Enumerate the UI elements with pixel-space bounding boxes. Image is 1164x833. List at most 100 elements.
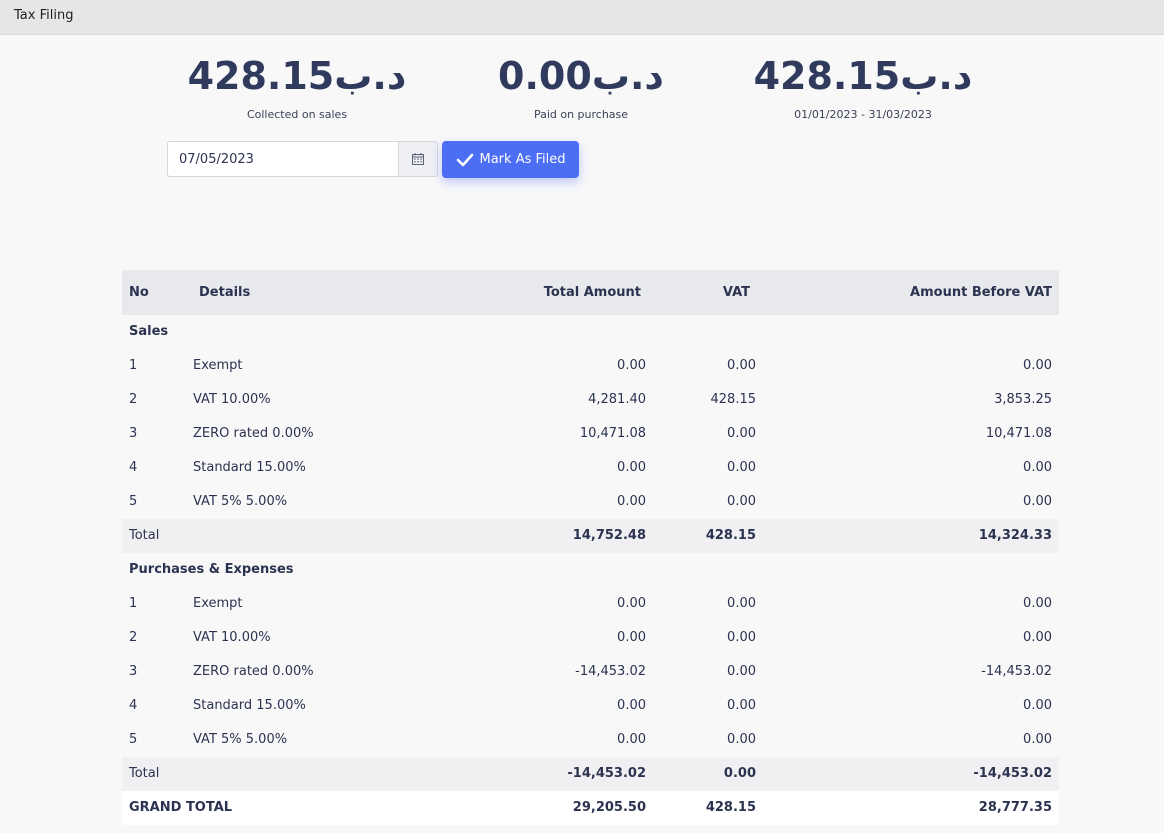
row-before-vat: 0.00 [1023, 494, 1052, 509]
row-no: 5 [129, 732, 138, 747]
mark-as-filed-button[interactable]: Mark As Filed [442, 141, 579, 178]
total-label: Total [129, 766, 160, 781]
row-vat: 0.00 [727, 698, 756, 713]
table-header: No Details Total Amount VAT Amount Befor… [122, 270, 1059, 315]
row-no: 3 [129, 664, 138, 679]
row-before-vat: 0.00 [1023, 358, 1052, 373]
row-total: 4,281.40 [588, 392, 646, 407]
total-vat: 428.15 [705, 528, 756, 543]
grand-total-vat: 428.15 [705, 800, 756, 815]
section-title: Sales [129, 324, 169, 339]
row-vat: 0.00 [727, 358, 756, 373]
collected-caption: Collected on sales [246, 108, 348, 121]
collected-summary: د.ب428.15 Collected on sales [167, 52, 427, 121]
row-no: 5 [129, 494, 138, 509]
header-details: Details [199, 285, 251, 300]
row-vat: 0.00 [727, 494, 756, 509]
row-total: 0.00 [617, 494, 646, 509]
total-before-vat: 14,324.33 [978, 528, 1052, 543]
row-details: ZERO rated 0.00% [193, 426, 314, 441]
row-before-vat: 0.00 [1023, 630, 1052, 645]
row-details: VAT 10.00% [193, 392, 271, 407]
table-row: 2 VAT 10.00% 4,281.40 428.15 3,853.25 [122, 383, 1059, 417]
table-row: 3 ZERO rated 0.00% -14,453.02 0.00 -14,4… [122, 655, 1059, 689]
row-details: ZERO rated 0.00% [193, 664, 314, 679]
row-vat: 0.00 [727, 732, 756, 747]
net-amount: د.ب428.15 [753, 54, 973, 98]
row-total: 0.00 [617, 358, 646, 373]
sales-total-row: Total 14,752.48 428.15 14,324.33 [122, 519, 1059, 553]
row-vat: 428.15 [710, 392, 757, 407]
row-no: 4 [129, 460, 138, 475]
row-vat: 0.00 [727, 596, 756, 611]
tax-table: No Details Total Amount VAT Amount Befor… [122, 270, 1059, 825]
period-caption: 01/01/2023 - 31/03/2023 [794, 108, 932, 121]
section-title: Purchases & Expenses [129, 562, 294, 577]
row-details: VAT 10.00% [193, 630, 271, 645]
paid-caption: Paid on purchase [533, 108, 629, 121]
row-details: VAT 5% 5.00% [193, 732, 288, 747]
row-total: 0.00 [617, 732, 646, 747]
row-total: 10,471.08 [579, 426, 646, 441]
total-before-vat: -14,453.02 [973, 766, 1052, 781]
row-before-vat: 0.00 [1023, 732, 1052, 747]
collected-amount: د.ب428.15 [187, 54, 407, 98]
row-before-vat: 3,853.25 [994, 392, 1052, 407]
paid-amount: د.ب0.00 [498, 54, 664, 98]
header-amount-before-vat: Amount Before VAT [910, 285, 1052, 300]
row-total: 0.00 [617, 630, 646, 645]
net-summary: د.ب428.15 01/01/2023 - 31/03/2023 [733, 52, 993, 121]
table-row: 3 ZERO rated 0.00% 10,471.08 0.00 10,471… [122, 417, 1059, 451]
check-icon [456, 153, 473, 166]
header-no: No [129, 285, 149, 300]
row-before-vat: -14,453.02 [981, 664, 1052, 679]
row-before-vat: 0.00 [1023, 596, 1052, 611]
grand-total-before-vat: 28,777.35 [978, 800, 1052, 815]
grand-total-amount: 29,205.50 [572, 800, 646, 815]
table-row: 4 Standard 15.00% 0.00 0.00 0.00 [122, 689, 1059, 723]
row-before-vat: 0.00 [1023, 698, 1052, 713]
filing-date-input[interactable] [167, 141, 398, 177]
total-label: Total [129, 528, 160, 543]
table-row: 4 Standard 15.00% 0.00 0.00 0.00 [122, 451, 1059, 485]
grand-total-row: GRAND TOTAL 29,205.50 428.15 28,777.35 [122, 791, 1059, 825]
row-vat: 0.00 [727, 460, 756, 475]
table-row: 1 Exempt 0.00 0.00 0.00 [122, 587, 1059, 621]
row-total: 0.00 [617, 460, 646, 475]
header-total-amount: Total Amount [543, 285, 641, 300]
row-details: Exempt [193, 596, 243, 611]
row-vat: 0.00 [727, 664, 756, 679]
section-sales: Sales [122, 315, 1059, 349]
header-vat: VAT [722, 285, 750, 300]
mark-as-filed-label: Mark As Filed [479, 152, 566, 167]
table-row: 1 Exempt 0.00 0.00 0.00 [122, 349, 1059, 383]
row-details: Exempt [193, 358, 243, 373]
section-purchases: Purchases & Expenses [122, 553, 1059, 587]
row-no: 2 [129, 392, 138, 407]
row-details: Standard 15.00% [193, 460, 306, 475]
row-details: Standard 15.00% [193, 698, 306, 713]
row-before-vat: 0.00 [1023, 460, 1052, 475]
table-row: 2 VAT 10.00% 0.00 0.00 0.00 [122, 621, 1059, 655]
row-no: 1 [129, 358, 138, 373]
grand-total-label: GRAND TOTAL [129, 800, 233, 815]
row-total: 0.00 [617, 698, 646, 713]
row-no: 4 [129, 698, 138, 713]
row-vat: 0.00 [727, 630, 756, 645]
table-row: 5 VAT 5% 5.00% 0.00 0.00 0.00 [122, 485, 1059, 519]
window-title: Tax Filing [14, 8, 74, 23]
row-total: 0.00 [617, 596, 646, 611]
title-bar: Tax Filing [0, 0, 1164, 35]
table-row: 5 VAT 5% 5.00% 0.00 0.00 0.00 [122, 723, 1059, 757]
row-details: VAT 5% 5.00% [193, 494, 288, 509]
row-no: 3 [129, 426, 138, 441]
row-before-vat: 10,471.08 [985, 426, 1052, 441]
row-no: 2 [129, 630, 138, 645]
calendar-button[interactable] [398, 141, 438, 177]
paid-summary: د.ب0.00 Paid on purchase [451, 52, 711, 121]
purchases-total-row: Total -14,453.02 0.00 -14,453.02 [122, 757, 1059, 791]
total-amount: -14,453.02 [567, 766, 646, 781]
total-vat: 0.00 [723, 766, 756, 781]
row-no: 1 [129, 596, 138, 611]
row-total: -14,453.02 [575, 664, 646, 679]
